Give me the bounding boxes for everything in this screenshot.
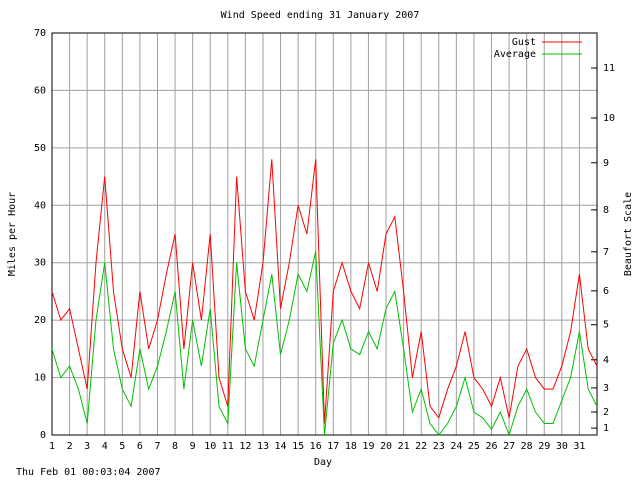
y-tick-label: 60 [34, 85, 46, 96]
x-tick-label: 17 [327, 441, 339, 452]
y2-tick-label: 9 [603, 158, 609, 169]
legend-label: Average [494, 49, 536, 60]
x-tick-label: 6 [137, 441, 143, 452]
x-tick-label: 4 [102, 441, 108, 452]
y2-axis-label: Beaufort Scale [623, 192, 634, 276]
x-tick-label: 21 [398, 441, 410, 452]
chart-title: Wind Speed ending 31 January 2007 [221, 10, 420, 21]
x-tick-label: 30 [556, 441, 568, 452]
x-tick-label: 23 [433, 441, 445, 452]
x-tick-label: 25 [468, 441, 480, 452]
x-tick-label: 20 [380, 441, 392, 452]
y2-tick-label: 3 [603, 383, 609, 394]
x-tick-label: 10 [204, 441, 216, 452]
x-tick-label: 14 [275, 441, 287, 452]
y2-tick-label: 1 [603, 423, 609, 434]
y-tick-label: 30 [34, 258, 46, 269]
x-axis-label: Day [314, 457, 332, 468]
x-tick-label: 28 [521, 441, 533, 452]
x-tick-label: 26 [485, 441, 497, 452]
x-tick-label: 31 [573, 441, 585, 452]
y-tick-label: 40 [34, 200, 46, 211]
x-tick-label: 7 [154, 441, 160, 452]
x-tick-label: 2 [67, 441, 73, 452]
y2-tick-label: 5 [603, 320, 609, 331]
x-tick-label: 19 [362, 441, 374, 452]
y-tick-label: 0 [40, 430, 46, 441]
y-axis-label: Miles per Hour [7, 192, 18, 276]
x-tick-label: 22 [415, 441, 427, 452]
y-tick-label: 10 [34, 373, 46, 384]
x-tick-label: 9 [190, 441, 196, 452]
x-tick-label: 15 [292, 441, 304, 452]
series-line [51, 159, 598, 424]
y-tick-label: 20 [34, 315, 46, 326]
x-tick-label: 3 [84, 441, 90, 452]
footer: Thu Feb 01 00:03:04 2007 [16, 467, 161, 478]
x-tick-label: 16 [310, 441, 322, 452]
x-tick-label: 12 [239, 441, 251, 452]
x-tick-label: 11 [222, 441, 234, 452]
y2-tick-label: 8 [603, 205, 609, 216]
y2-tick-label: 2 [603, 407, 609, 418]
legend-label: Gust [512, 37, 536, 48]
x-tick-label: 5 [119, 441, 125, 452]
y-tick-label: 50 [34, 143, 46, 154]
x-tick-label: 24 [450, 441, 462, 452]
series-line [51, 251, 598, 437]
y2-tick-label: 4 [603, 355, 609, 366]
y-tick-label: 70 [34, 28, 46, 39]
y2-tick-label: 10 [603, 113, 615, 124]
y2-tick-label: 11 [603, 63, 615, 74]
x-tick-label: 8 [172, 441, 178, 452]
x-tick-label: 18 [345, 441, 357, 452]
x-tick-label: 27 [503, 441, 515, 452]
x-tick-label: 1 [49, 441, 55, 452]
x-tick-label: 13 [257, 441, 269, 452]
x-tick-label: 29 [538, 441, 550, 452]
y2-tick-label: 7 [603, 247, 609, 258]
y2-tick-label: 6 [603, 286, 609, 297]
